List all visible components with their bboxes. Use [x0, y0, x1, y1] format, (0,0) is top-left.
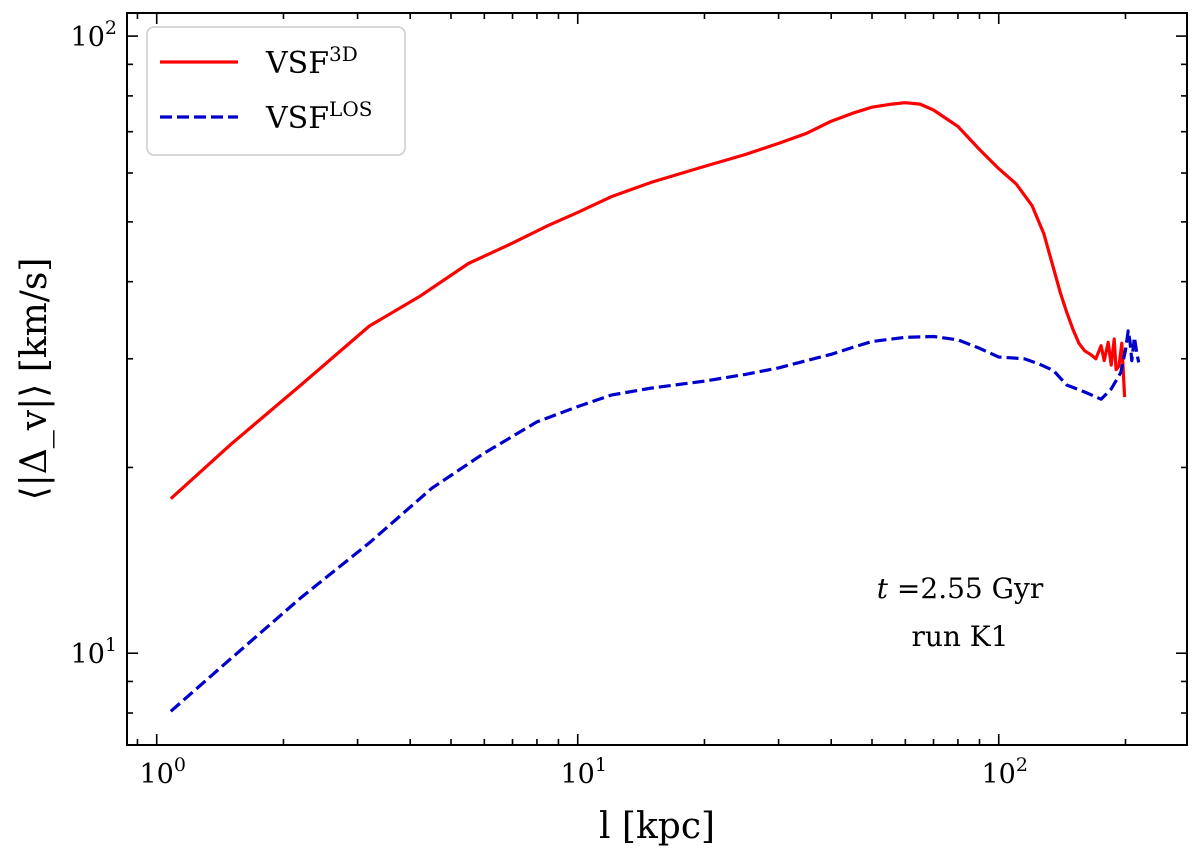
legend-box [146, 26, 406, 156]
x-axis-title: l [kpc] [599, 806, 715, 847]
y-tick-label: 102 [71, 17, 117, 53]
series-line-vsf-los [169, 329, 1141, 713]
axes: 100 101 102 101 102 l [kpc] ⟨|Δ_v|⟩ [km/s] [14, 12, 1188, 847]
plot-area [169, 101, 1141, 713]
legend-label-los: VSFLOS [265, 97, 372, 136]
x-tick-label: 100 [139, 754, 185, 790]
series-line-vsf-3d [169, 101, 1127, 500]
x-tick-label: 101 [561, 754, 607, 790]
y-axis-title: ⟨|Δ_v|⟩ [km/s] [14, 258, 55, 501]
x-tick-label: 102 [982, 754, 1028, 790]
y-tick-label: 101 [71, 634, 117, 670]
plot-frame [126, 12, 1188, 746]
annotation-run: run K1 [911, 620, 1008, 653]
legend-label-3d: VSF3D [265, 42, 358, 81]
legend: VSF3D VSFLOS [146, 26, 406, 156]
annotation-time: t =2.55 Gyr [877, 572, 1044, 605]
annotation: t =2.55 Gyr run K1 [877, 572, 1044, 653]
